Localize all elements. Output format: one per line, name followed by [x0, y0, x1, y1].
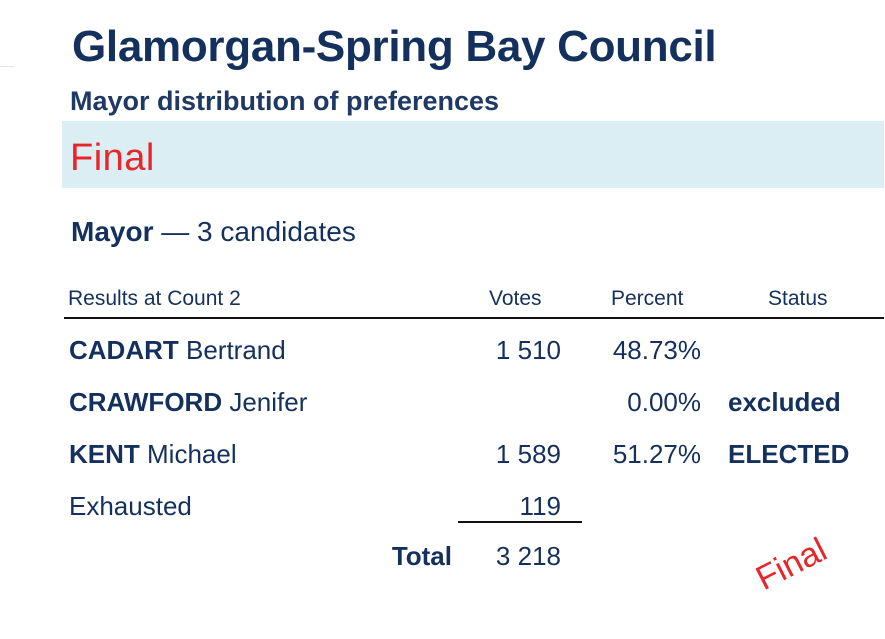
- council-title: Glamorgan-Spring Bay Council: [72, 22, 717, 71]
- header-status: Status: [768, 287, 828, 310]
- candidate-votes: 1 510: [495, 335, 561, 365]
- contest-office: Mayor: [71, 216, 154, 247]
- sum-rule: [458, 521, 582, 523]
- header-count-label: Results at Count 2: [68, 287, 241, 310]
- edge-tick: [0, 66, 14, 67]
- candidate-status: ELECTED: [728, 439, 850, 469]
- candidate-votes: 1 589: [495, 439, 561, 469]
- contest-dash: —: [153, 216, 198, 247]
- header-rule: [64, 317, 884, 319]
- contest-candidates: 3 candidates: [197, 216, 356, 247]
- total-votes: 3 218: [495, 541, 561, 571]
- candidate-given-name: Bertrand: [178, 335, 286, 365]
- header-percent: Percent: [611, 287, 684, 310]
- candidate-percent: 51.27%: [612, 439, 701, 469]
- exhausted-label: Exhausted: [69, 491, 192, 521]
- status-banner: Final: [62, 121, 884, 188]
- total-label: Total: [391, 541, 452, 571]
- candidate-surname: CRAWFORD: [69, 387, 223, 417]
- header-votes: Votes: [489, 287, 542, 310]
- candidate-surname: CADART: [69, 335, 179, 365]
- candidate-name: KENT Michael: [69, 439, 237, 470]
- report-subtitle: Mayor distribution of preferences: [70, 86, 500, 116]
- contest-heading: Mayor — 3 candidates: [71, 216, 356, 248]
- candidate-status: excluded: [728, 387, 841, 417]
- candidate-given-name: Jenifer: [222, 387, 308, 417]
- candidate-given-name: Michael: [139, 439, 237, 469]
- candidate-percent: 0.00%: [627, 387, 701, 417]
- candidate-percent: 48.73%: [612, 335, 701, 365]
- exhausted-votes: 119: [519, 491, 561, 521]
- candidate-surname: KENT: [69, 439, 140, 469]
- candidate-name: CRAWFORD Jenifer: [69, 387, 307, 418]
- candidate-name: CADART Bertrand: [69, 335, 286, 366]
- banner-status-text: Final: [70, 137, 155, 179]
- final-stamp: Final: [750, 530, 833, 598]
